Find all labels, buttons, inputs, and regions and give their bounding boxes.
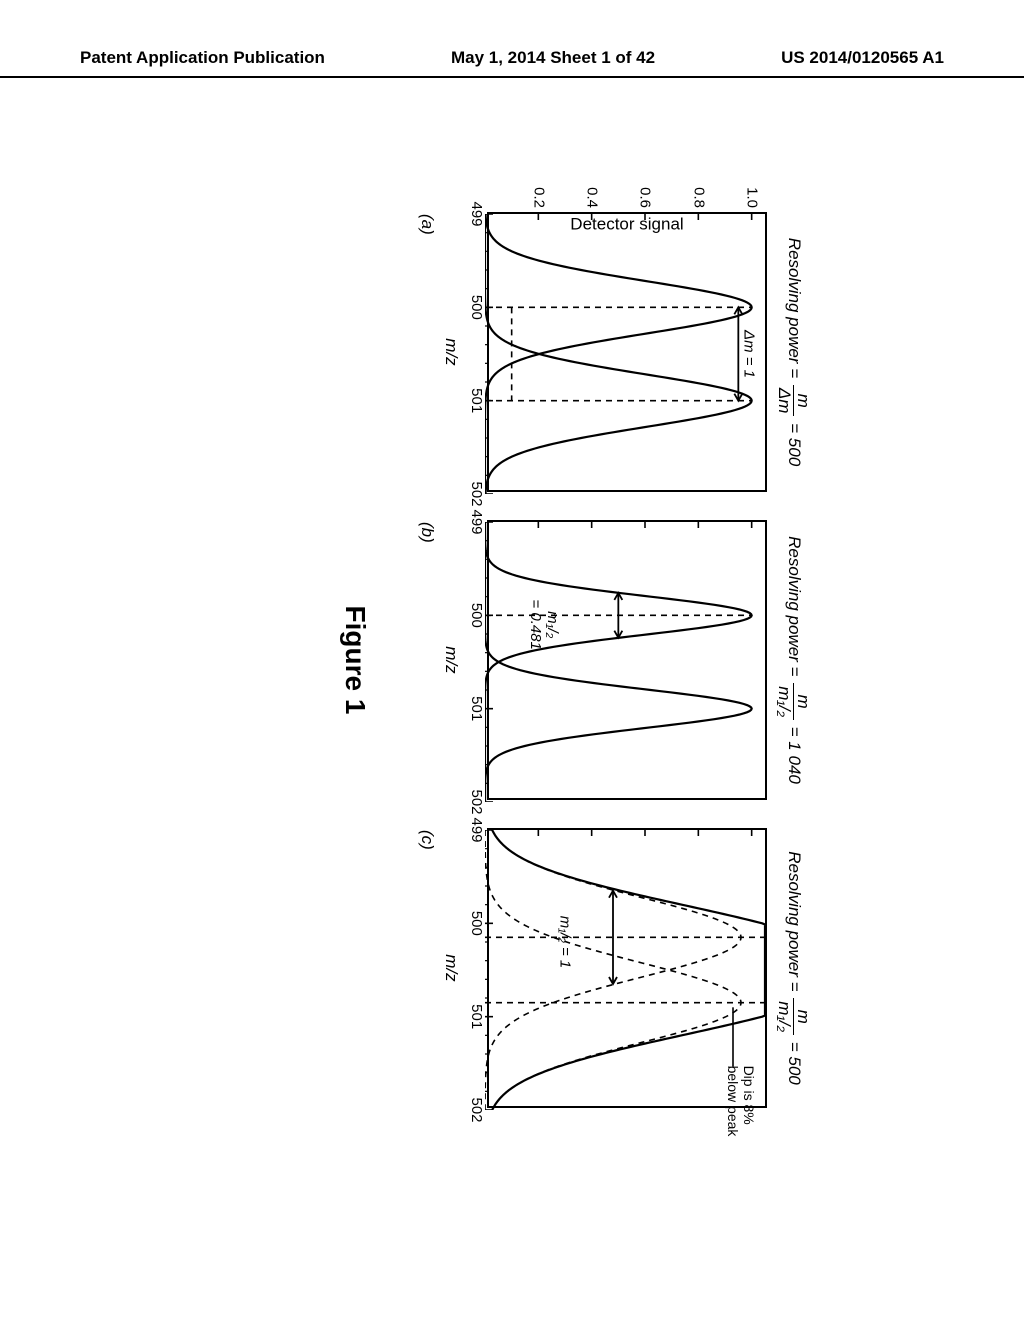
xtick-label: 499 — [468, 509, 485, 534]
chart-panel-c: Resolving power = mm₁/₂ = 50049950050150… — [417, 828, 812, 1108]
ytick-label: 0.2 — [530, 187, 547, 208]
ytick-label: 0.4 — [583, 187, 600, 208]
header-center: May 1, 2014 Sheet 1 of 42 — [451, 48, 655, 70]
chart-panel-b: Resolving power = mm₁/₂ = 1 040499500501… — [417, 520, 812, 800]
xtick-label: 502 — [468, 789, 485, 814]
panel-title: Resolving power = mΔm = 500 — [775, 212, 812, 492]
chart-panel-a: Resolving power = mΔm = 500Detector sign… — [417, 212, 812, 492]
xtick-label: 500 — [468, 911, 485, 936]
header-right: US 2014/0120565 A1 — [781, 48, 944, 70]
page-content: Resolving power = mΔm = 500Detector sign… — [100, 130, 924, 1190]
x-axis-label: m/z — [441, 520, 461, 800]
xtick-label: 502 — [468, 481, 485, 506]
plot-svg — [485, 522, 765, 802]
ytick-label: 0.6 — [637, 187, 654, 208]
xtick-label: 500 — [468, 603, 485, 628]
plot-svg — [485, 214, 765, 494]
panel-title: Resolving power = mm₁/₂ = 1 040 — [775, 520, 812, 800]
panel-sublabel: (c) — [417, 828, 437, 1108]
panel-sublabel: (b) — [417, 520, 437, 800]
xtick-label: 502 — [468, 1097, 485, 1122]
plot-svg — [485, 830, 765, 1110]
xtick-label: 501 — [468, 696, 485, 721]
panel-title: Resolving power = mm₁/₂ = 500 — [775, 828, 812, 1108]
plot-box: Detector signal0.20.40.60.81.04995005015… — [487, 212, 767, 492]
xtick-label: 499 — [468, 201, 485, 226]
page-header: Patent Application Publication May 1, 20… — [0, 48, 1024, 78]
x-axis-label: m/z — [441, 212, 461, 492]
plot-box: 499500501502m₁/₂ = 0.481 — [487, 520, 767, 800]
plot-box: 499500501502m₁/₂ = 1Dip is 8% below peak — [487, 828, 767, 1108]
xtick-label: 500 — [468, 295, 485, 320]
xtick-label: 501 — [468, 388, 485, 413]
x-axis-label: m/z — [441, 828, 461, 1108]
chart-panels-row: Resolving power = mΔm = 500Detector sign… — [417, 160, 812, 1160]
panel-sublabel: (a) — [417, 212, 437, 492]
header-left: Patent Application Publication — [80, 48, 325, 70]
ytick-label: 0.8 — [690, 187, 707, 208]
xtick-label: 501 — [468, 1004, 485, 1029]
figure-rotated-container: Resolving power = mΔm = 500Detector sign… — [212, 160, 812, 1160]
xtick-label: 499 — [468, 817, 485, 842]
ytick-label: 1.0 — [743, 187, 760, 208]
figure-caption: Figure 1 — [339, 160, 371, 1160]
